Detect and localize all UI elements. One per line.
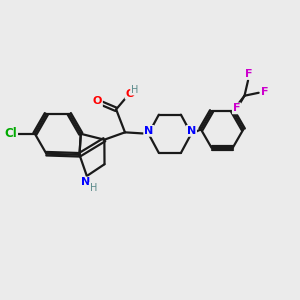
Text: F: F: [261, 87, 269, 97]
Text: O: O: [93, 96, 102, 106]
Text: O: O: [126, 89, 135, 99]
Text: H: H: [131, 85, 138, 94]
Text: Cl: Cl: [4, 127, 17, 140]
Text: H: H: [90, 183, 97, 193]
Text: N: N: [144, 126, 153, 136]
Text: F: F: [245, 69, 252, 79]
Text: N: N: [187, 126, 196, 136]
Text: N: N: [81, 178, 90, 188]
Text: F: F: [233, 103, 240, 113]
